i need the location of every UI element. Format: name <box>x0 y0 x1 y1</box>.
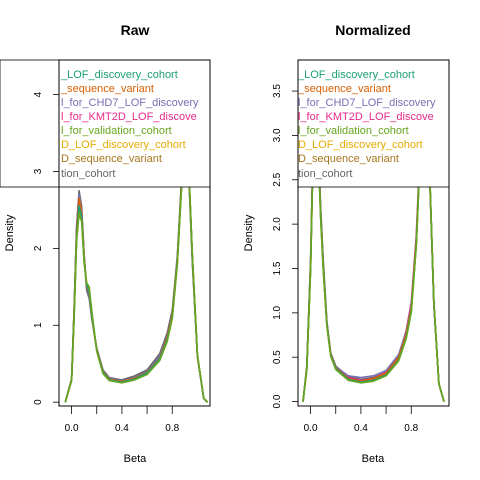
y-tick-label: 3.5 <box>272 84 283 98</box>
y-tick-label: 0.0 <box>272 394 283 408</box>
y-tick-label: 1 <box>33 322 44 328</box>
legend-entry: tion_cohort <box>61 168 115 180</box>
x-tick-label: 0.0 <box>65 423 79 434</box>
legend-entry: D_LOF_discovery_cohort <box>61 139 186 151</box>
x-tick-label: 0.4 <box>354 423 368 434</box>
legend: _LOF_discovery_cohort _sequence_variant … <box>0 59 211 188</box>
y-tick-label: 1.5 <box>272 261 283 275</box>
axes: 0.0 0.4 0.8 0 1 2 3 4 <box>33 91 180 434</box>
chart-raw: Raw _LOF_discovery_cohort _sequence_vari… <box>0 22 211 465</box>
chart-title: Normalized <box>335 22 410 38</box>
x-tick-label: 0.4 <box>115 423 129 434</box>
legend-entry: _sequence_variant <box>60 83 154 95</box>
x-axis-label: Beta <box>124 453 148 465</box>
legend-entry: tion_cohort <box>298 168 352 180</box>
legend-entry: l_for_CHD7_LOF_discovery <box>61 97 199 109</box>
legend-entry: _sequence_variant <box>297 83 391 95</box>
y-tick-label: 3 <box>33 168 44 174</box>
y-tick-label: 3.0 <box>272 128 283 142</box>
legend-entry: l_for_KMT2D_LOF_discove <box>61 111 197 123</box>
legend-entry: D_sequence_variant <box>61 153 162 165</box>
y-tick-label: 0 <box>33 399 44 405</box>
legend: _LOF_discovery_cohort _sequence_variant … <box>297 59 450 188</box>
x-tick-label: 0.0 <box>304 423 318 434</box>
legend-entry: l_for_validation_cohort <box>298 125 409 137</box>
y-axis-label: Density <box>243 214 255 251</box>
chart-normalized: Normalized _LOF_discovery_cohort _sequen… <box>243 22 450 465</box>
legend-entry: l_for_CHD7_LOF_discovery <box>298 97 436 109</box>
y-tick-label: 1.0 <box>272 305 283 319</box>
legend-entry: l_for_KMT2D_LOF_discove <box>298 111 434 123</box>
legend-box <box>297 59 450 188</box>
y-tick-label: 2 <box>33 245 44 251</box>
y-tick-label: 4 <box>33 91 44 97</box>
legend-entry: D_LOF_discovery_cohort <box>298 139 423 151</box>
legend-entry: _LOF_discovery_cohort <box>60 69 178 81</box>
legend-entry: l_for_validation_cohort <box>61 125 172 137</box>
x-tick-label: 0.8 <box>165 423 179 434</box>
x-axis-label: Beta <box>362 453 386 465</box>
legend-entry: _LOF_discovery_cohort <box>297 69 415 81</box>
chart-title: Raw <box>121 22 150 38</box>
y-tick-label: 2.0 <box>272 217 283 231</box>
axes: 0.0 0.4 0.8 0.0 0.5 1.0 1.5 2.0 2.5 3.0 3.5 <box>272 84 419 434</box>
x-tick-label: 0.8 <box>404 423 418 434</box>
y-tick-label: 2.5 <box>272 172 283 186</box>
y-axis-label: Density <box>4 214 16 251</box>
y-tick-label: 0.5 <box>272 350 283 364</box>
legend-entry: D_sequence_variant <box>298 153 399 165</box>
legend-box <box>0 59 211 188</box>
